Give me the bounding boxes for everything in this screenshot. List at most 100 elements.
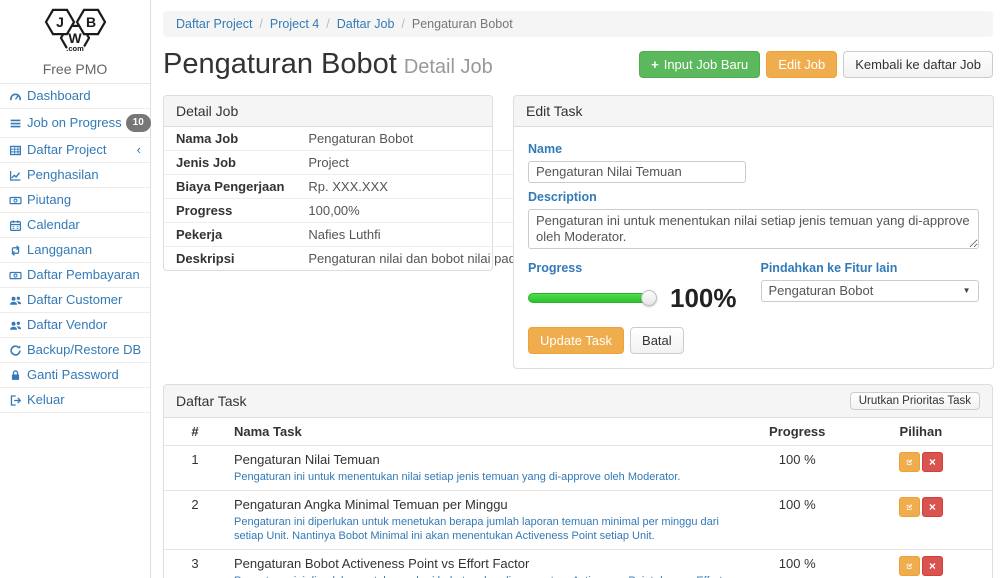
detail-label: Nama Job <box>176 130 239 146</box>
column-header-nama-task: Nama Task <box>234 423 302 439</box>
breadcrumb-item-daftar-project[interactable]: Daftar Project <box>176 17 253 31</box>
sidebar: J W B .com Free PMO Dashboard Job on Prog… <box>0 0 151 578</box>
progress-value: 100% <box>670 282 737 313</box>
edit-task-form: Name Description Pengaturan ini untuk me… <box>514 127 993 368</box>
breadcrumb-item-daftar-job[interactable]: Daftar Job <box>336 17 395 31</box>
delete-task-button[interactable]: × <box>921 496 943 517</box>
edit-task-button[interactable] <box>898 451 920 472</box>
refresh-icon <box>7 344 23 357</box>
sidebar-item-label: Ganti Password <box>27 367 119 382</box>
top-panels-row: Detail Job Nama Job Pengaturan Bobot Jenis… <box>163 94 994 369</box>
task-description-textarea[interactable]: Pengaturan ini untuk menentukan nilai se… <box>528 208 979 249</box>
sidebar-item-label: Daftar Pembayaran <box>27 267 140 282</box>
task-list-panel: Daftar Task Urutkan Prioritas Task # Nam… <box>163 383 993 578</box>
delete-task-button[interactable]: × <box>921 451 943 472</box>
sidebar-menu: Dashboard Job on Progress 10 Daftar Project… <box>0 83 151 413</box>
sidebar-item-label: Langganan <box>27 242 93 257</box>
task-description: Pengaturan ini diperlukan untuk menetuka… <box>234 515 719 542</box>
task-progress: 100 % <box>744 444 850 491</box>
sidebar-item-label: Calendar <box>27 217 80 232</box>
task-number: 3 <box>164 548 226 578</box>
brand-name: Free PMO <box>42 61 108 77</box>
sidebar-item-daftar-pembayaran[interactable]: Daftar Pembayaran <box>0 263 150 288</box>
dashboard-icon <box>7 90 23 103</box>
sidebar-item-backup-restore-db[interactable]: Backup/Restore DB <box>0 338 150 363</box>
detail-value: Pengaturan nilai dan bobot nilai pada si… <box>296 245 580 270</box>
svg-text:B: B <box>86 14 96 30</box>
task-progress: 100 % <box>744 548 850 578</box>
sidebar-item-ganti-password[interactable]: Ganti Password <box>0 363 150 388</box>
page-title-text: Pengaturan Bobot <box>163 48 397 80</box>
detail-label: Biaya Pengerjaan <box>164 173 297 199</box>
sidebar-item-daftar-customer[interactable]: Daftar Customer <box>0 288 150 313</box>
task-name-input[interactable] <box>528 160 746 183</box>
input-job-baru-button[interactable]: + Input Job Baru <box>639 51 761 79</box>
breadcrumb-separator: / <box>259 17 263 31</box>
task-description: Pengaturan ini diperlukan untuk memberi … <box>234 574 737 578</box>
breadcrumb-separator: / <box>326 17 330 31</box>
move-feature-label: Pindahkan ke Fitur lain <box>760 260 898 275</box>
task-actions: × <box>849 548 992 578</box>
move-feature-select[interactable]: Pengaturan Bobot ▼ <box>760 279 979 302</box>
sidebar-item-langganan[interactable]: Langganan <box>0 238 150 263</box>
detail-label: Jenis Job <box>164 149 297 175</box>
edit-task-button[interactable] <box>898 496 920 517</box>
task-list-panel-heading: Daftar Task Urutkan Prioritas Task <box>164 384 992 418</box>
task-name: Pengaturan Nilai Temuan <box>234 451 380 467</box>
task-row: 3 Pengaturan Bobot Activeness Point vs Ef… <box>164 548 992 578</box>
column-header-progress: Progress <box>769 423 826 439</box>
sidebar-item-label: Dashboard <box>27 88 91 103</box>
repeat-icon <box>7 244 23 257</box>
breadcrumb-separator: / <box>401 17 405 31</box>
task-cell: Pengaturan Nilai Temuan Pengaturan ini un… <box>226 444 745 491</box>
task-progress: 100 % <box>744 489 850 550</box>
progress-slider-handle[interactable] <box>641 289 657 306</box>
sidebar-item-dashboard[interactable]: Dashboard <box>0 84 150 109</box>
sign-out-icon <box>7 394 23 407</box>
svg-text:W: W <box>68 30 82 46</box>
cancel-button[interactable]: Batal <box>630 326 684 354</box>
svg-text:.com: .com <box>66 44 84 53</box>
progress-label: Progress <box>528 260 583 275</box>
sidebar-item-label: Backup/Restore DB <box>27 342 142 357</box>
breadcrumb-item-project-4[interactable]: Project 4 <box>269 17 320 31</box>
page-head: Pengaturan Bobot Detail Job + Input Job B… <box>163 48 993 81</box>
back-to-job-list-button[interactable]: Kembali ke daftar Job <box>843 51 993 79</box>
sidebar-item-label: Keluar <box>27 392 65 407</box>
sidebar-item-label: Job on Progress <box>27 115 122 130</box>
sidebar-item-calendar[interactable]: Calendar <box>0 213 150 238</box>
task-actions: × <box>849 444 992 491</box>
users-icon <box>7 319 23 332</box>
description-label: Description <box>528 189 597 204</box>
task-number: 2 <box>164 489 226 550</box>
head-buttons: + Input Job Baru Edit Job Kembali ke daf… <box>639 51 993 79</box>
edit-job-button[interactable]: Edit Job <box>766 51 838 79</box>
progress-move-row: Progress 100% Pindahkan ke Fitur lain <box>528 254 979 311</box>
edit-task-button[interactable] <box>898 555 920 576</box>
count-badge: 10 <box>125 114 151 132</box>
sidebar-item-penghasilan[interactable]: Penghasilan <box>0 163 150 188</box>
task-row: 2 Pengaturan Angka Minimal Temuan per Min… <box>164 489 992 550</box>
task-actions: × <box>849 489 992 550</box>
sidebar-item-label: Piutang <box>27 192 72 207</box>
task-name: Pengaturan Angka Minimal Temuan per Ming… <box>234 496 508 512</box>
sidebar-item-daftar-vendor[interactable]: Daftar Vendor <box>0 313 150 338</box>
calendar-icon <box>7 219 23 232</box>
edit-task-panel: Edit Task Name Description Pengaturan in… <box>513 94 994 369</box>
delete-task-button[interactable]: × <box>921 555 943 576</box>
breadcrumb: Daftar Project / Project 4 / Daftar Job / Peng… <box>163 11 993 37</box>
money-icon <box>7 269 23 282</box>
progress-slider[interactable] <box>528 289 657 306</box>
sidebar-item-daftar-project[interactable]: Daftar Project ‹ <box>0 138 150 163</box>
sidebar-item-label: Daftar Project <box>27 142 107 157</box>
sidebar-item-job-on-progress[interactable]: Job on Progress 10 <box>0 109 151 138</box>
update-task-button[interactable]: Update Task <box>528 326 625 354</box>
users-icon <box>7 294 23 307</box>
sort-priority-button-top[interactable]: Urutkan Prioritas Task <box>849 391 980 410</box>
task-name: Pengaturan Bobot Activeness Point vs Eff… <box>234 555 530 571</box>
sidebar-item-piutang[interactable]: Piutang <box>0 188 150 213</box>
table-icon <box>7 144 23 157</box>
task-table: # Nama Task Progress Pilihan 1 Pengaturan… <box>164 418 992 578</box>
sidebar-item-keluar[interactable]: Keluar <box>0 388 150 413</box>
